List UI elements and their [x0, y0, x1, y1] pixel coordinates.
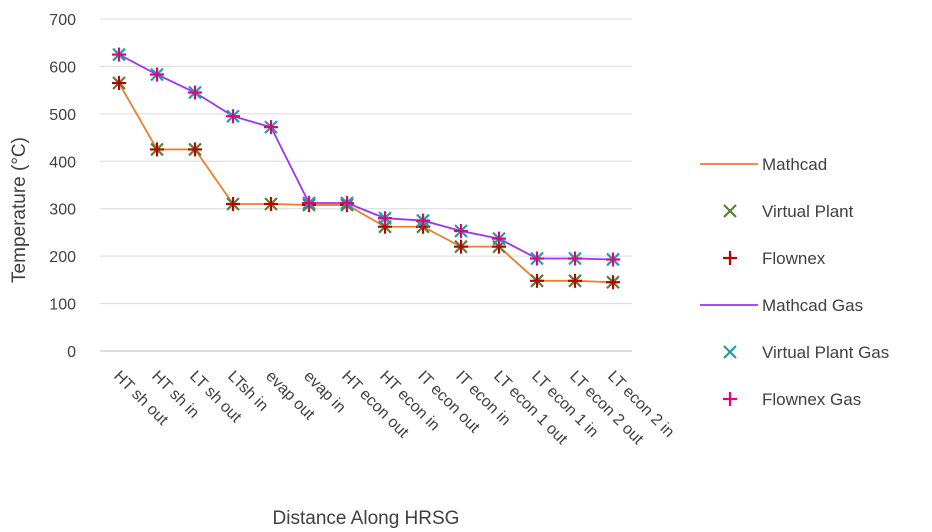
y-axis-title: Temperature (°C) [9, 137, 30, 283]
legend-item-flownex: Flownex [723, 249, 826, 268]
series-flownex-gas [112, 47, 620, 267]
point-flownex-gas [454, 224, 468, 239]
point-flownex [606, 275, 620, 290]
y-tick-label: 300 [49, 202, 76, 219]
legend-key-flownex-gas [723, 392, 737, 406]
series-mathcad [118, 82, 614, 284]
legend-item-mathcad-gas: Mathcad Gas [700, 296, 863, 315]
legend-item-flownex-gas: Flownex Gas [723, 390, 861, 409]
series-line-mathcad-gas [118, 53, 614, 261]
point-flownex-gas [340, 196, 354, 211]
gridlines [100, 18, 632, 352]
y-tick-label: 700 [49, 12, 76, 29]
series-line-mathcad [118, 82, 614, 284]
legend-label-mathcad: Mathcad [762, 155, 827, 174]
series-flownex [112, 76, 620, 290]
legend-key-virtual-plant-gas [723, 345, 737, 359]
legend-key-virtual-plant [723, 204, 737, 218]
legend-label-virtual-plant-gas: Virtual Plant Gas [762, 343, 889, 362]
point-flownex-gas [112, 47, 126, 62]
point-flownex [188, 142, 202, 157]
point-flownex-gas [530, 251, 544, 266]
point-flownex-gas [188, 85, 202, 100]
legend-label-mathcad-gas: Mathcad Gas [762, 296, 863, 315]
y-tick-label: 100 [49, 297, 76, 314]
legend-item-virtual-plant-gas: Virtual Plant Gas [723, 343, 889, 362]
point-flownex-gas [264, 120, 278, 135]
legend-item-mathcad: Mathcad [700, 155, 827, 174]
legend-label-flownex: Flownex [762, 249, 826, 268]
point-flownex [150, 142, 164, 157]
legend-item-virtual-plant: Virtual Plant [723, 202, 854, 221]
point-flownex [264, 196, 278, 211]
series-mathcad-gas [118, 53, 614, 261]
point-flownex-gas [568, 251, 582, 266]
point-flownex [568, 273, 582, 288]
y-tick-label: 500 [49, 107, 76, 124]
series-virtual-plant-gas [112, 47, 620, 267]
point-flownex [112, 76, 126, 91]
point-flownex-gas [492, 231, 506, 246]
point-flownex [226, 196, 240, 211]
point-flownex [454, 239, 468, 254]
point-flownex [530, 273, 544, 288]
y-tick-label: 600 [49, 59, 76, 76]
point-flownex-gas [150, 67, 164, 82]
y-tick-label: 400 [49, 154, 76, 171]
x-axis-title: Distance Along HRSG [273, 508, 460, 529]
y-tick-label: 200 [49, 249, 76, 266]
series-layer [112, 47, 620, 290]
point-flownex-gas [378, 211, 392, 226]
legend-label-virtual-plant: Virtual Plant [762, 202, 854, 221]
point-flownex-gas [302, 196, 316, 211]
point-flownex-gas [226, 109, 240, 124]
y-tick-label: 0 [67, 344, 76, 361]
x-tick-label: HT econ out [338, 368, 412, 442]
point-flownex-gas [606, 252, 620, 267]
y-tick-labels: 0 100 200 300 400 500 600 700 [49, 12, 76, 361]
point-flownex-gas [416, 213, 430, 228]
legend-label-flownex-gas: Flownex Gas [762, 390, 861, 409]
legend: Mathcad Virtual Plant Flownex Mathcad Gas Vi… [700, 155, 889, 409]
legend-key-flownex [723, 251, 737, 265]
